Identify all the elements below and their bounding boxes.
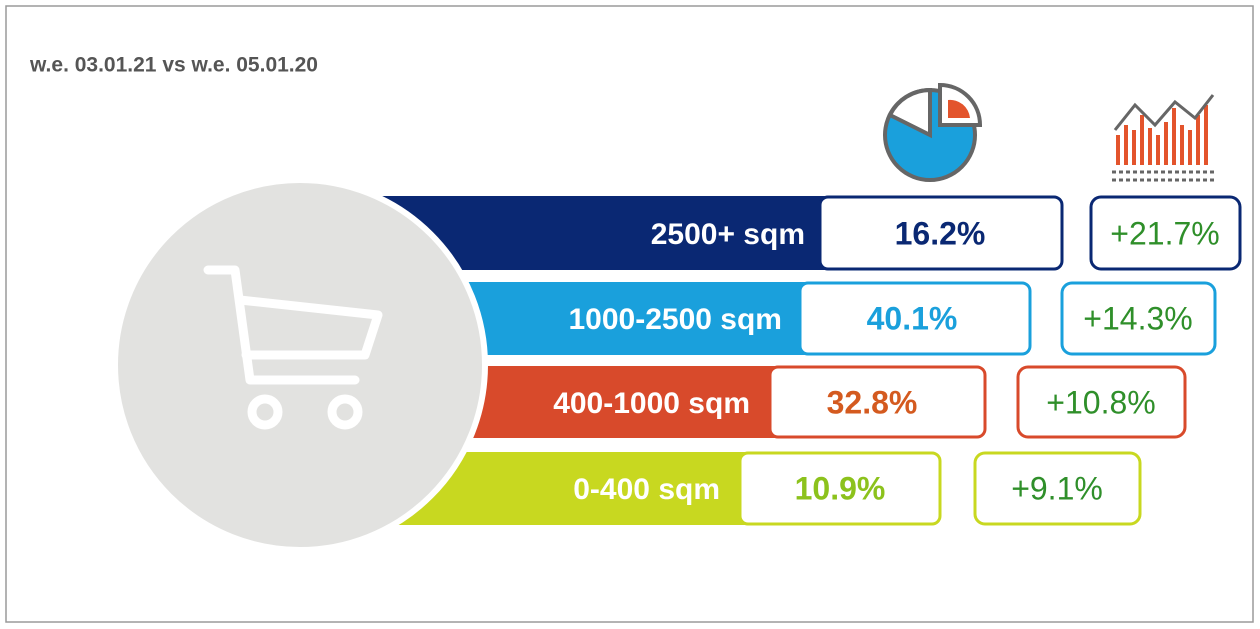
- title: w.e. 03.01.21 vs w.e. 05.01.20: [29, 54, 318, 77]
- growth-value: +10.8%: [1046, 384, 1155, 420]
- row-label: 1000-2500 sqm: [569, 303, 783, 336]
- row-label: 2500+ sqm: [651, 218, 805, 251]
- row-label: 400-1000 sqm: [553, 387, 750, 420]
- cart-circle: [112, 177, 488, 553]
- share-value: 16.2%: [895, 215, 986, 251]
- growth-value: +21.7%: [1110, 215, 1219, 251]
- growth-box: [973, 451, 1142, 526]
- share-box: [798, 281, 1032, 356]
- share-value: 10.9%: [795, 470, 886, 506]
- share-value: 40.1%: [867, 300, 958, 336]
- trend-icon: [1112, 94, 1215, 182]
- cart-icon: [203, 265, 383, 430]
- row-label: 0-400 sqm: [573, 473, 720, 506]
- growth-value: +14.3%: [1083, 300, 1192, 336]
- pie-icon: [883, 82, 983, 182]
- share-box: [738, 451, 942, 526]
- growth-box: [1016, 365, 1187, 439]
- growth-box: [1060, 281, 1217, 356]
- share-box: [768, 365, 987, 439]
- growth-box: [1089, 195, 1242, 271]
- row-bar: [380, 196, 830, 270]
- share-box: [818, 195, 1064, 271]
- growth-value: +9.1%: [1011, 470, 1103, 506]
- share-value: 32.8%: [827, 384, 918, 420]
